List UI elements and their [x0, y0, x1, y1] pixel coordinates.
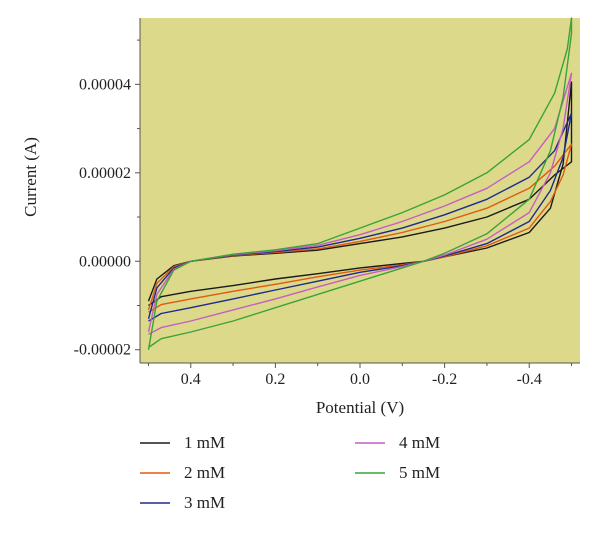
x-tick-label: 0.0: [350, 371, 370, 388]
y-axis-title: Current (A): [21, 137, 40, 217]
y-tick-label: 0.00002: [79, 165, 131, 182]
y-tick-label: -0.00002: [74, 342, 131, 359]
series-group: [147, 17, 573, 350]
plot-area: [140, 18, 580, 363]
legend-label-2: 2 mM: [184, 463, 225, 482]
legend-label-5: 5 mM: [399, 463, 440, 482]
x-tick-label: 0.2: [265, 371, 285, 388]
y-tick-label: 0.00004: [79, 76, 131, 93]
series-line-1: [147, 81, 573, 307]
y-ticks: 0.00004 0.00002 0.00000 -0.00002: [74, 39, 140, 359]
y-tick-label: 0.00000: [79, 253, 131, 270]
x-ticks: 0.4 0.2 0.0 -0.2 -0.4: [147, 363, 573, 388]
series-line-5: [147, 17, 573, 350]
legend: 1 mM 2 mM 3 mM 4 mM 5 mM: [140, 433, 440, 512]
x-tick-label: -0.2: [432, 371, 457, 388]
x-tick-label: 0.4: [181, 371, 201, 388]
x-tick-label: -0.4: [517, 371, 542, 388]
legend-label-4: 4 mM: [399, 433, 440, 452]
x-axis-title: Potential (V): [316, 398, 404, 417]
legend-label-1: 1 mM: [184, 433, 225, 452]
legend-label-3: 3 mM: [184, 493, 225, 512]
